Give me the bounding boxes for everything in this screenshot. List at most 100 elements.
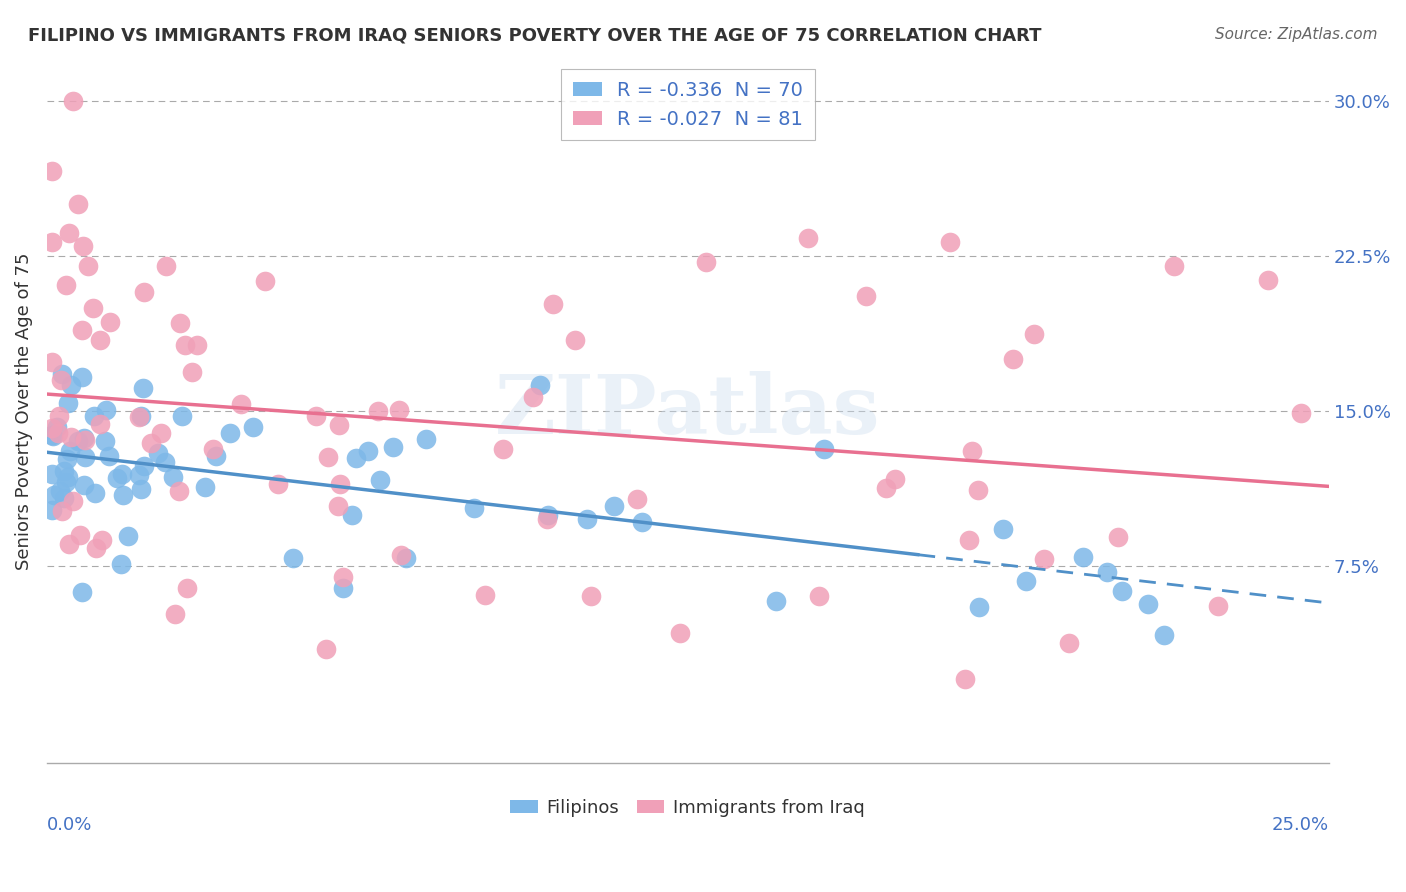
Point (575, 512, 598, 526)
Point (543, 296, 565, 310)
Point (41, 503, 63, 517)
Point (875, 481, 897, 495)
Point (181, 365, 204, 379)
Point (77, 260, 100, 274)
Point (332, 569, 354, 583)
Point (110, 558, 132, 572)
Point (966, 483, 988, 498)
Point (162, 470, 184, 484)
Legend: Filipinos, Immigrants from Iraq: Filipinos, Immigrants from Iraq (503, 792, 873, 824)
Point (194, 480, 217, 494)
Point (41, 467, 63, 481)
Point (139, 435, 162, 450)
Text: Source: ZipAtlas.com: Source: ZipAtlas.com (1215, 27, 1378, 42)
Point (388, 403, 411, 417)
Point (72, 585, 94, 599)
Point (991, 522, 1014, 536)
Point (1153, 628, 1175, 642)
Point (1071, 550, 1094, 565)
Point (112, 488, 135, 502)
Point (89, 417, 111, 431)
Point (169, 317, 191, 331)
Point (328, 500, 350, 514)
Point (564, 334, 586, 348)
Point (186, 337, 208, 351)
Point (48, 409, 70, 423)
Point (42, 429, 65, 443)
Text: ZIPatlas: ZIPatlas (495, 371, 880, 451)
Point (69, 527, 91, 541)
Point (66, 434, 89, 448)
Point (1033, 552, 1056, 566)
Point (765, 594, 787, 608)
Point (51, 367, 73, 381)
Point (53, 464, 76, 478)
Point (132, 285, 155, 299)
Point (41, 420, 63, 434)
Y-axis label: Seniors Poverty Over the Age of 75: Seniors Poverty Over the Age of 75 (15, 252, 32, 570)
Point (529, 377, 551, 392)
Point (536, 512, 558, 526)
Point (967, 599, 990, 614)
Point (72, 239, 94, 253)
Point (305, 409, 328, 423)
Point (128, 409, 150, 424)
Point (1111, 584, 1133, 599)
Point (626, 492, 648, 507)
Point (229, 397, 252, 411)
Point (58, 226, 80, 240)
Point (94, 434, 117, 448)
Point (49, 483, 72, 498)
Point (46, 420, 69, 434)
Point (91, 533, 114, 548)
Point (167, 483, 190, 498)
Point (315, 641, 337, 656)
Point (83, 409, 105, 423)
Point (807, 589, 830, 603)
Point (960, 443, 983, 458)
Point (41, 163, 63, 178)
Point (75, 433, 97, 447)
Point (132, 381, 155, 395)
Point (328, 418, 350, 433)
Point (56, 451, 79, 466)
Point (98, 449, 121, 463)
Point (492, 442, 515, 457)
Point (41, 427, 63, 442)
Point (1057, 636, 1080, 650)
Point (281, 551, 304, 566)
Point (959, 533, 981, 548)
Point (1137, 597, 1160, 611)
Point (70, 370, 93, 384)
Point (42, 488, 65, 502)
Point (98, 315, 121, 329)
Point (84, 486, 107, 500)
Point (695, 254, 717, 268)
Point (253, 274, 276, 288)
Point (219, 425, 242, 440)
Point (56, 470, 79, 484)
Point (128, 468, 150, 483)
Point (62, 94, 84, 108)
Point (1163, 259, 1185, 273)
Point (463, 501, 485, 516)
Point (579, 589, 602, 603)
Point (148, 445, 170, 459)
Point (1001, 351, 1024, 366)
Point (129, 482, 152, 496)
Point (41, 235, 63, 249)
Point (132, 459, 155, 474)
Point (939, 235, 962, 250)
Point (111, 467, 134, 481)
Point (953, 672, 976, 686)
Point (150, 425, 173, 440)
Point (537, 508, 560, 522)
Point (474, 588, 496, 602)
Point (631, 515, 654, 529)
Point (72, 323, 94, 337)
Point (797, 230, 820, 244)
Point (58, 537, 80, 551)
Point (340, 508, 363, 523)
Point (105, 471, 128, 485)
Point (89, 333, 111, 347)
